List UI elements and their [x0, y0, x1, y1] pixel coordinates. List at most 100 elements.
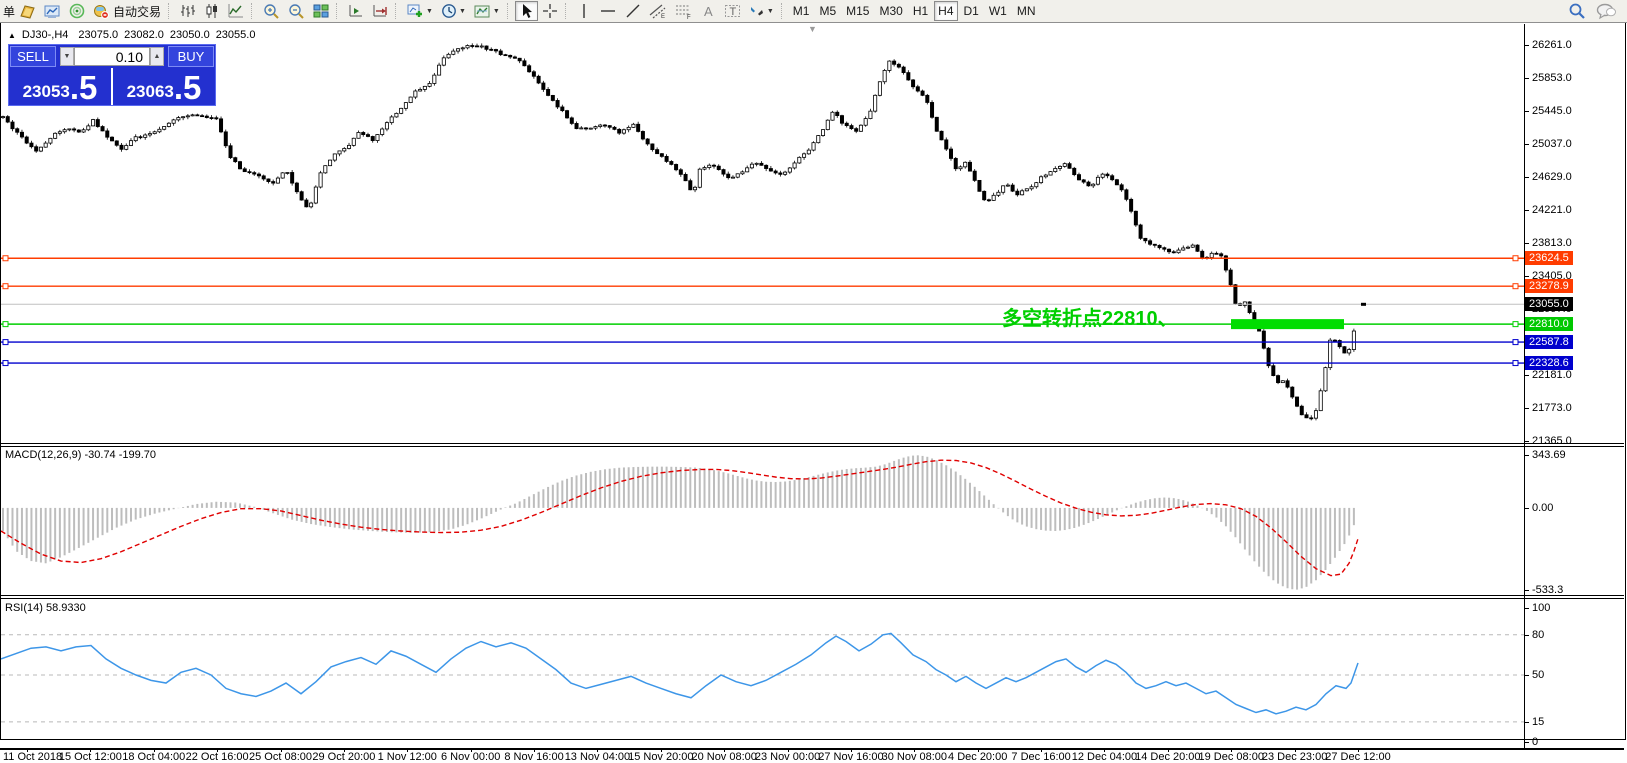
time-axis[interactable]: 11 Oct 2018 15 Oct 12:00 18 Oct 04:00 22 Oc…	[1, 748, 1625, 763]
line-handle[interactable]	[2, 255, 9, 262]
line-handle[interactable]	[2, 321, 9, 328]
chart-annotation-text[interactable]: 多空转折点22810、	[1002, 308, 1178, 330]
timeframe-button-mn[interactable]: MN	[1016, 4, 1036, 18]
crosshair-icon	[542, 4, 557, 18]
highlight-segment-22810[interactable]	[1231, 319, 1344, 330]
toolbar-separator	[564, 3, 569, 19]
time-axis-label: 27 Nov 16:00	[818, 751, 884, 763]
autotrading-button[interactable]: 自动交易	[89, 1, 165, 21]
toolbar-separator	[395, 3, 399, 19]
line-chart-button[interactable]	[224, 1, 248, 21]
pane-separator[interactable]	[0, 598, 1624, 599]
periods-button[interactable]: ▼	[437, 1, 470, 21]
horizontal-line-tool-button[interactable]	[595, 1, 621, 21]
pane-separator[interactable]	[0, 443, 1624, 444]
channel-icon: E	[649, 4, 666, 19]
text-tool-button[interactable]: A	[697, 1, 720, 21]
candlestick-chart-button[interactable]	[200, 1, 224, 21]
time-tick-mark	[1357, 748, 1359, 752]
buy-price-display[interactable]: 23063 .5	[113, 68, 215, 105]
time-tick-mark	[1231, 748, 1233, 752]
price-tick-label: 22181.0	[1532, 369, 1572, 381]
sell-button[interactable]: SELL	[10, 46, 56, 67]
pane-separator[interactable]	[0, 595, 1624, 596]
line-handle[interactable]	[1512, 339, 1519, 346]
time-tick-mark	[914, 748, 916, 752]
time-tick-mark	[407, 748, 409, 752]
auto-scroll-button[interactable]	[368, 1, 392, 21]
chart-shift-button[interactable]	[344, 1, 368, 21]
truncated-order-label[interactable]: 单	[3, 4, 16, 19]
sell-price-display[interactable]: 23053 .5	[9, 68, 111, 105]
line-handle[interactable]	[2, 339, 9, 346]
price-chart-pane[interactable]	[1, 24, 1524, 443]
time-tick-mark	[217, 748, 219, 752]
timeframe-button-d1[interactable]: D1	[963, 4, 979, 18]
svg-text:F: F	[687, 15, 691, 19]
volume-input[interactable]: 0.10	[74, 47, 150, 66]
macd-indicator-pane[interactable]	[1, 447, 1524, 595]
rsi-indicator-label: RSI(14) 58.9330	[5, 602, 86, 614]
macd-histogram-series	[2, 455, 1355, 590]
zoom-out-button[interactable]	[284, 1, 309, 21]
pane-separator[interactable]	[0, 446, 1624, 447]
time-tick-mark	[27, 748, 28, 752]
trendline-tool-button[interactable]	[621, 1, 645, 21]
macd-signal-line	[1, 459, 1359, 577]
time-tick-mark	[90, 748, 92, 752]
rsi-title: RSI(14)	[5, 602, 43, 614]
line-handle[interactable]	[1512, 360, 1519, 367]
line-handle[interactable]	[1512, 255, 1519, 262]
volume-increase-button[interactable]: ▲	[150, 47, 164, 66]
window-splitter-icon[interactable]: ▼	[808, 24, 817, 34]
vertical-line-icon	[583, 4, 585, 18]
bar-chart-button[interactable]	[176, 1, 200, 21]
crosshair-tool-button[interactable]	[538, 1, 562, 21]
time-axis-label: 20 Nov 08:00	[691, 751, 757, 763]
timeframe-button-h1[interactable]: H1	[912, 4, 929, 18]
equidistant-channel-tool-button[interactable]: E	[645, 1, 671, 21]
line-handle[interactable]	[1512, 321, 1519, 328]
collapse-panel-icon[interactable]: ▲	[8, 30, 16, 40]
time-tick-mark	[787, 748, 789, 752]
macd-tick-label: 0.00	[1532, 501, 1554, 514]
signal-button[interactable]	[65, 1, 89, 21]
text-label-tool-button[interactable]: T	[720, 1, 745, 21]
timeframe-button-w1[interactable]: W1	[988, 4, 1007, 18]
timeframe-button-h4[interactable]: H4	[934, 1, 958, 21]
symbol-period-label: DJ30-,H4	[21, 29, 69, 41]
ohlc-high-value: 23082.0	[124, 29, 164, 41]
dropdown-arrow-icon: ▼	[492, 7, 500, 15]
time-axis-label: 15 Nov 20:00	[628, 751, 694, 763]
zoom-in-button[interactable]	[259, 1, 284, 21]
fibonacci-tool-button[interactable]: F	[671, 1, 697, 21]
arrows-tool-button[interactable]: ▼	[745, 1, 778, 21]
time-tick-mark	[534, 748, 536, 752]
templates-button[interactable]: ▼	[470, 1, 504, 21]
volume-decrease-button[interactable]: ▼	[60, 47, 74, 66]
rsi-indicator-pane[interactable]	[1, 599, 1524, 748]
cursor-tool-button[interactable]	[514, 1, 538, 21]
toolbar-separator	[780, 3, 785, 19]
timeframe-button-m1[interactable]: M1	[792, 4, 810, 18]
vertical-line-tool-button[interactable]	[573, 1, 595, 21]
rsi-tick-label: 15	[1532, 715, 1545, 728]
timeframe-button-m30[interactable]: M30	[879, 4, 903, 18]
timeframe-button-m15[interactable]: M15	[846, 4, 870, 18]
new-chart-button[interactable]: ▼	[403, 1, 437, 21]
line-handle[interactable]	[2, 360, 9, 367]
price-tag-23055.0: 23055.0	[1525, 297, 1573, 312]
tile-windows-button[interactable]	[309, 1, 333, 21]
rsi-tick-label: 100	[1532, 602, 1551, 614]
market-watch-button[interactable]	[40, 1, 65, 21]
candlestick-series	[1, 43, 1356, 421]
line-handle[interactable]	[2, 283, 9, 290]
line-handle[interactable]	[1512, 283, 1519, 290]
buy-button[interactable]: BUY	[168, 46, 214, 67]
time-axis-label: 23 Dec 23:00	[1261, 751, 1328, 763]
chat-icon[interactable]	[1596, 3, 1616, 20]
new-order-button[interactable]	[15, 1, 40, 21]
rsi-tick-mark	[1524, 721, 1529, 723]
search-icon[interactable]	[1568, 2, 1586, 20]
timeframe-button-m5[interactable]: M5	[819, 4, 837, 18]
